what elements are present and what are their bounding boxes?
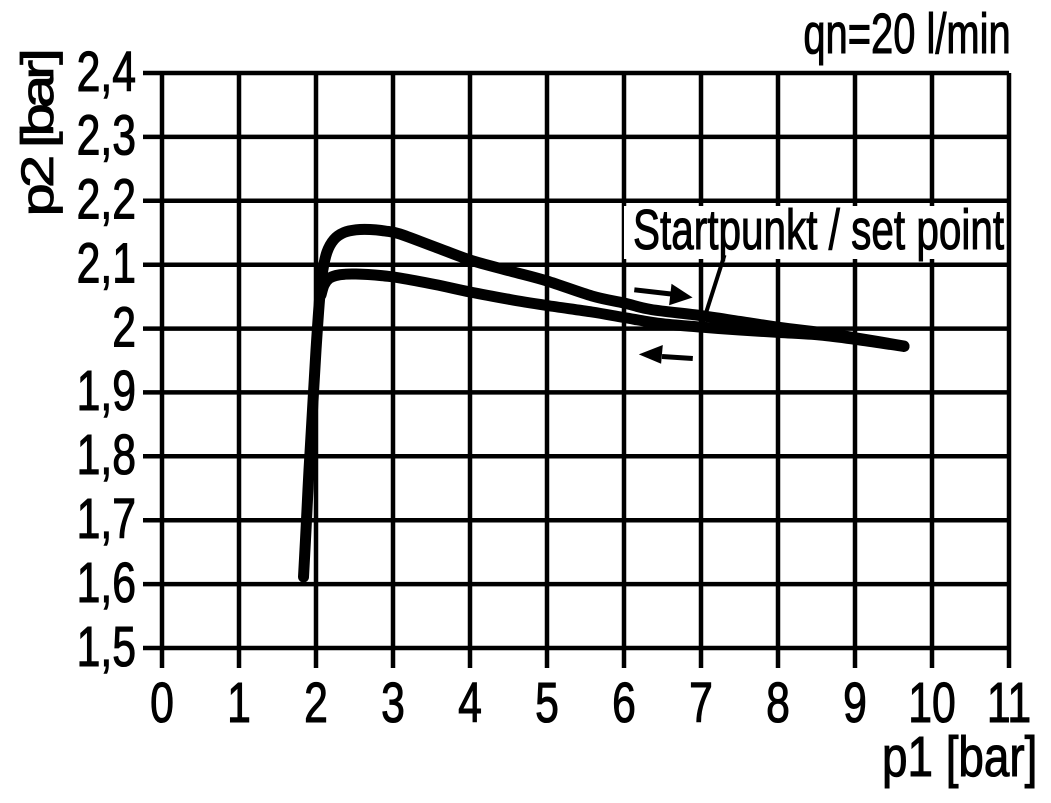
svg-text:1,6: 1,6 [77,550,136,614]
svg-text:p2 [bar]: p2 [bar] [13,52,63,216]
svg-text:6: 6 [612,670,636,734]
svg-text:0: 0 [150,670,174,734]
svg-text:4: 4 [458,670,482,734]
svg-text:10: 10 [908,670,956,734]
svg-text:1,5: 1,5 [77,614,136,678]
svg-text:Startpunkt / set point: Startpunkt / set point [633,198,1004,261]
svg-text:8: 8 [766,670,790,734]
svg-text:qn=20 l/min: qn=20 l/min [803,2,1010,66]
svg-text:7: 7 [689,670,713,734]
svg-text:5: 5 [535,670,559,734]
svg-text:2,3: 2,3 [77,103,136,167]
svg-text:1,9: 1,9 [77,358,136,422]
svg-text:9: 9 [843,670,867,734]
svg-text:2: 2 [112,294,136,358]
svg-text:2: 2 [304,670,328,734]
svg-text:p1 [bar]: p1 [bar] [882,724,1037,788]
svg-text:2,4: 2,4 [77,39,136,103]
svg-text:11: 11 [987,670,1031,734]
svg-text:1,7: 1,7 [77,486,136,550]
svg-text:2,2: 2,2 [77,167,136,231]
svg-text:3: 3 [381,670,405,734]
svg-text:2,1: 2,1 [77,230,136,294]
svg-text:1: 1 [227,670,251,734]
svg-text:1,8: 1,8 [77,422,136,486]
